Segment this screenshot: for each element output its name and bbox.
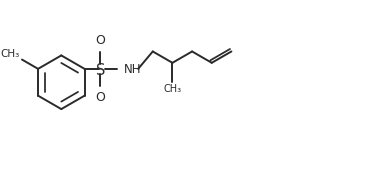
Text: S: S <box>96 63 106 78</box>
Text: CH₃: CH₃ <box>1 49 20 58</box>
Text: O: O <box>95 34 105 47</box>
Text: NH: NH <box>124 63 142 76</box>
Text: O: O <box>95 91 105 104</box>
Text: CH₃: CH₃ <box>163 84 182 95</box>
